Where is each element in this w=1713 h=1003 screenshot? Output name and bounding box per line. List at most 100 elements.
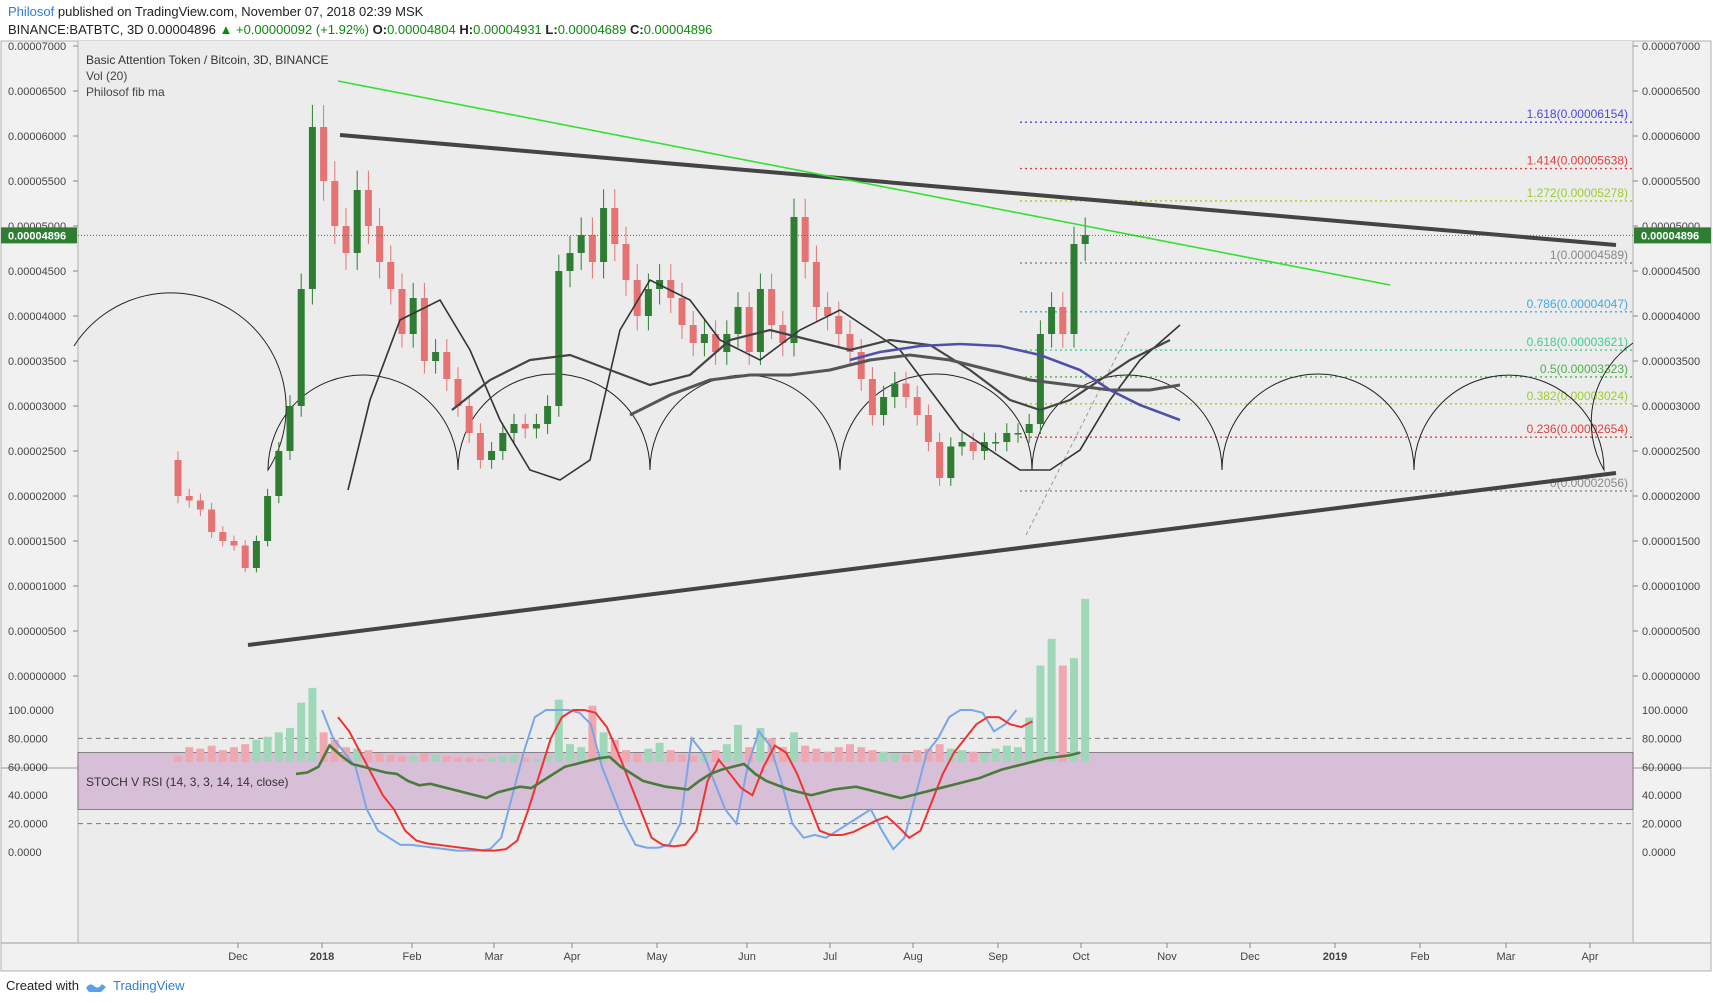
candle-body [376, 226, 384, 262]
stoch-tick-label-right: 100.0000 [1642, 705, 1688, 717]
candle-body [678, 298, 686, 325]
candle-body [824, 307, 832, 316]
ma-short [347, 278, 1181, 491]
candle-body [219, 532, 227, 541]
y-tick-label-right: 0.00000000 [1642, 671, 1700, 683]
last-price: 0.00004896 [147, 22, 216, 37]
volume-bar [1036, 665, 1045, 762]
candle-body [588, 235, 596, 262]
rsi-line [295, 743, 1081, 800]
price-change: ▲ +0.00000092 (+1.92%) [219, 22, 369, 37]
volume-bar [868, 750, 877, 762]
volume-bar [778, 747, 787, 762]
candle-body [476, 433, 484, 460]
stoch-tick-label-left: 20.0000 [8, 819, 48, 831]
stoch-tick-label-left: 60.0000 [8, 762, 48, 774]
volume-bar [1081, 598, 1090, 762]
stoch-tick-label-left: 40.0000 [8, 790, 48, 802]
x-tick-label: Mar [485, 951, 504, 963]
y-tick-label-right: 0.00001500 [1642, 536, 1700, 548]
candle-body [902, 383, 910, 397]
tradingview-logo-icon [85, 983, 106, 992]
volume-bar [913, 750, 922, 762]
candle-body [801, 217, 809, 262]
y-tick-label-left: 0.00003000 [8, 401, 66, 413]
volume-bar [241, 744, 250, 762]
stoch-tick-label-right: 20.0000 [1642, 819, 1682, 831]
candle-body [465, 406, 473, 433]
candle-body [499, 433, 507, 451]
candle-body [454, 379, 462, 406]
candle-body [1014, 433, 1022, 435]
fib-level-label: 0.382(0.00003024) [1527, 389, 1628, 403]
volume-bar [442, 756, 451, 762]
candle-body [958, 442, 966, 447]
volume-bar [465, 757, 474, 762]
candle-body [913, 397, 921, 415]
stoch-d-line [337, 709, 1033, 852]
y-tick-label-left: 0.00005500 [8, 176, 66, 188]
publish-line: Philosof published on TradingView.com, N… [8, 4, 423, 19]
volume-bar [1014, 747, 1022, 762]
volume-bar [297, 702, 306, 762]
candle-body [252, 541, 260, 568]
candle-body [790, 217, 798, 343]
candle-body [1025, 424, 1033, 433]
tradingview-link[interactable]: TradingView [112, 978, 185, 993]
candle-body [992, 442, 1000, 444]
volume-bar [174, 756, 182, 762]
candle-body [768, 289, 776, 325]
y-tick-label-left: 0.00003500 [8, 356, 66, 368]
candle-body [275, 451, 283, 496]
stoch-tick-label-left: 0.0000 [8, 847, 42, 859]
candle-body [644, 289, 652, 316]
candle-body [622, 244, 630, 280]
vol-legend: Vol (20) [86, 69, 127, 83]
y-tick-label-right: 0.00002000 [1642, 491, 1700, 503]
close-label: C: [630, 22, 644, 37]
x-tick-label: Aug [903, 951, 923, 963]
stoch-tick-label-right: 40.0000 [1642, 790, 1682, 802]
y-tick-label-right: 0.00004500 [1642, 266, 1700, 278]
volume-bar [543, 756, 552, 762]
fib-level-label: 0.236(0.00002654) [1527, 422, 1628, 436]
candle-body [308, 127, 316, 289]
y-tick-label-left: 0.00000500 [8, 626, 66, 638]
candle-body [566, 253, 574, 271]
candle-body [353, 190, 361, 253]
candle-body [633, 280, 641, 316]
candle-body [398, 289, 406, 334]
volume-bar [353, 748, 362, 762]
x-tick-label: Sep [988, 951, 1008, 963]
candle-body [745, 307, 753, 352]
candle-body [297, 289, 305, 406]
volume-bar [935, 744, 944, 762]
y-tick-label-left: 0.00001000 [8, 581, 66, 593]
candle-body [577, 235, 585, 253]
candle-body [812, 262, 820, 307]
y-tick-label-right: 0.00005500 [1642, 176, 1700, 188]
volume-bar [678, 754, 686, 762]
x-tick-label: Nov [1157, 951, 1177, 963]
volume-bar [286, 727, 294, 762]
candle-body [174, 460, 182, 496]
y-tick-label-right: 0.00002500 [1642, 446, 1700, 458]
fib-level-label: 0.786(0.00004047) [1527, 297, 1628, 311]
candle-body [320, 127, 328, 181]
candle-body [756, 289, 764, 352]
open-value: 0.00004804 [387, 22, 456, 37]
volume-bar [230, 747, 238, 762]
volume-bar [263, 736, 272, 762]
stoch-tick-label-left: 100.0000 [8, 705, 54, 717]
volume-bar [969, 751, 978, 762]
volume-bar [185, 747, 194, 762]
volume-bar [857, 747, 866, 762]
volume-bar [711, 750, 720, 762]
high-value: 0.00004931 [473, 22, 542, 37]
volume-bar [196, 748, 205, 762]
author-link[interactable]: Philosof [8, 4, 55, 19]
x-tick-label: Apr [563, 951, 580, 963]
candle-body [420, 298, 428, 361]
